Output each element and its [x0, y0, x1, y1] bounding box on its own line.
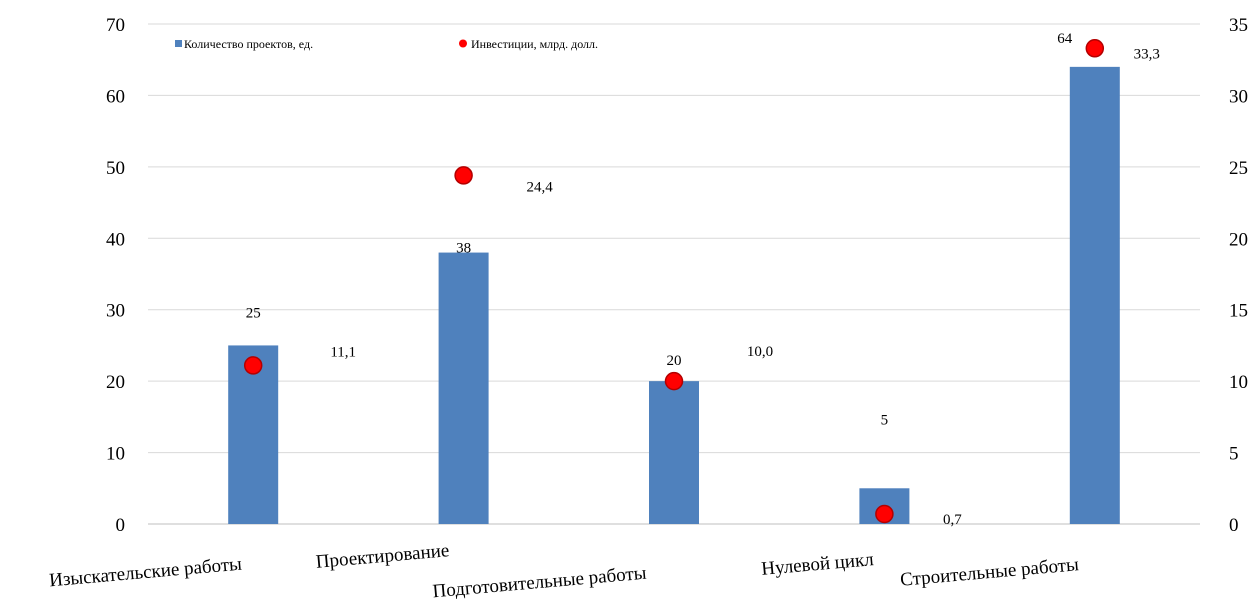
left-tick-label: 0 [116, 515, 126, 536]
bar-data-label: 38 [456, 241, 471, 257]
left-tick-label: 10 [106, 444, 125, 465]
right-tick-label: 5 [1229, 444, 1239, 465]
bar [1069, 66, 1120, 524]
left-axis: 0 10 20 30 40 50 60 70 [106, 15, 125, 536]
right-tick-label: 0 [1229, 515, 1239, 536]
legend-dot-label: Инвестиции, млрд. долл. [471, 37, 598, 51]
bar-data-labels: 25 38 20 5 64 [246, 31, 1073, 428]
right-tick-label: 30 [1229, 86, 1248, 107]
scatter-data-label: 24,4 [526, 179, 553, 195]
scatter-point [243, 356, 263, 375]
category-labels: Изыскательские работы ПроектированиеПодго… [48, 540, 1079, 602]
bar [438, 252, 489, 525]
left-tick-label: 30 [106, 301, 125, 322]
scatter-data-label: 10,0 [747, 344, 773, 360]
right-tick-label: 35 [1229, 15, 1248, 36]
right-tick-label: 20 [1229, 229, 1248, 250]
right-tick-label: 15 [1229, 301, 1248, 322]
legend-bar-label: Количество проектов, ед. [184, 37, 313, 51]
scatter-data-label: 11,1 [330, 344, 356, 360]
right-axis: 0 5 10 15 20 25 30 35 [1229, 15, 1248, 536]
category-label: Строительные работы [899, 554, 1079, 591]
left-tick-label: 20 [106, 372, 125, 393]
scatter-data-labels: 11,1 24,4 10,0 0,7 33,3 [330, 46, 1160, 528]
right-tick-label: 10 [1229, 372, 1248, 393]
bar [228, 345, 279, 524]
category-label: Нулевой цикл [761, 549, 876, 580]
scatter-data-label: 0,7 [943, 512, 962, 528]
category-label: Изыскательские работы [48, 554, 242, 592]
bar [649, 381, 699, 524]
category-label: Подготовительные работы [432, 563, 648, 603]
scatter-point [454, 166, 473, 185]
legend-bar-swatch [175, 40, 182, 47]
left-tick-label: 70 [106, 15, 125, 36]
legend-dot-swatch [459, 39, 467, 48]
left-tick-label: 40 [106, 229, 125, 250]
scatter-data-label: 33,3 [1134, 46, 1160, 62]
legend: Количество проектов, ед. Инвестиции, млр… [175, 37, 598, 51]
bar-data-label: 64 [1057, 31, 1073, 47]
category-label: Проектирование [315, 540, 450, 573]
scatter-point [664, 371, 684, 391]
left-tick-label: 50 [106, 158, 125, 179]
bar-data-label: 5 [881, 412, 889, 428]
scatter-point [875, 504, 894, 524]
left-tick-label: 60 [106, 86, 125, 107]
bar-series [228, 66, 1120, 525]
right-tick-label: 25 [1229, 158, 1248, 179]
bar-data-label: 20 [667, 353, 682, 369]
scatter-point [1085, 39, 1105, 58]
bar-data-label: 25 [246, 305, 261, 321]
scatter-series [243, 39, 1105, 524]
